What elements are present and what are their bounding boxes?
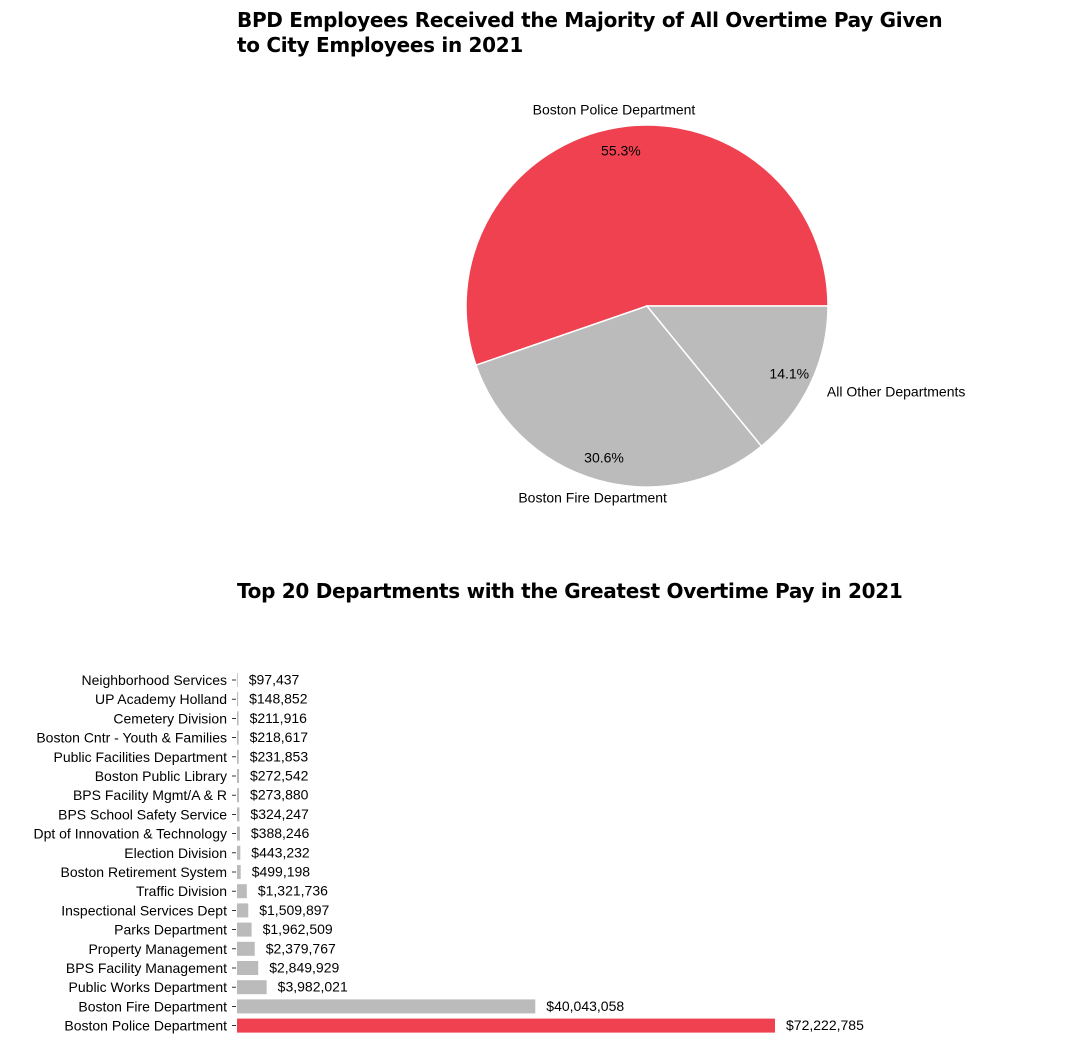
pie-slice [474, 305, 763, 488]
bar [237, 922, 252, 937]
bar-value-label: $388,246 [251, 825, 310, 841]
y-tick-label: BPS Facility Mgmt/A & R [73, 787, 227, 803]
pie-percent-label: 14.1% [769, 365, 809, 381]
bar [237, 999, 536, 1014]
bar [237, 807, 240, 822]
bar [237, 884, 247, 899]
y-tick-label: BPS Facility Management [66, 960, 227, 976]
bar [237, 865, 241, 879]
bar-value-label: $2,379,767 [266, 940, 336, 956]
y-tick-label: Neighborhood Services [81, 672, 227, 688]
pie-chart-title: BPD Employees Received the Majority of A… [237, 8, 943, 57]
y-tick-label: BPS School Safety Service [58, 806, 227, 822]
bar-value-label: $1,321,736 [258, 883, 328, 899]
y-tick-label: Public Facilities Department [53, 749, 227, 765]
bar [237, 1018, 775, 1033]
pie-percent-label: 55.3% [601, 143, 641, 159]
y-tick-label: Inspectional Services Dept [61, 902, 227, 918]
bar-value-label: $272,542 [250, 768, 309, 784]
bar [237, 941, 255, 956]
y-tick-label: Public Works Department [69, 979, 228, 995]
y-tick-label: Traffic Division [136, 883, 227, 899]
y-tick-label: UP Academy Holland [95, 691, 227, 707]
bar [237, 903, 249, 918]
bar-chart-title: Top 20 Departments with the Greatest Ove… [237, 579, 903, 603]
pie-slice [465, 124, 829, 367]
bar-value-label: $1,962,509 [263, 921, 333, 937]
bar-value-label: $148,852 [249, 691, 308, 707]
bar-value-label: $97,437 [249, 672, 300, 688]
y-tick-label: Cemetery Division [113, 710, 227, 726]
bar-value-label: $211,916 [250, 710, 308, 726]
y-tick-label: Election Division [124, 845, 227, 861]
bar-value-label: $72,222,785 [786, 1017, 864, 1033]
bar-value-label: $443,232 [251, 844, 310, 860]
bar [237, 769, 240, 783]
bar [237, 845, 241, 860]
bar [237, 692, 239, 707]
pie-slice-label: Boston Fire Department [518, 490, 667, 506]
y-tick-label: Boston Police Department [64, 1018, 227, 1034]
bar [237, 980, 267, 995]
y-tick-label: Boston Fire Department [78, 998, 227, 1014]
bar-value-label: $231,853 [250, 748, 309, 764]
bar [237, 749, 239, 764]
bar-value-label: $273,880 [250, 787, 309, 803]
bar [237, 711, 239, 726]
y-tick-label: Property Management [88, 941, 227, 957]
bar [237, 826, 240, 841]
y-tick-label: Dpt of Innovation & Technology [33, 826, 227, 842]
pie-percent-label: 30.6% [584, 449, 624, 465]
bar-value-label: $40,043,058 [546, 998, 624, 1014]
bar [237, 788, 240, 803]
bar-value-label: $324,247 [250, 806, 309, 822]
y-tick-label: Boston Cntr - Youth & Families [36, 730, 227, 746]
bar-value-label: $3,982,021 [278, 979, 348, 995]
bar-value-label: $218,617 [250, 729, 309, 745]
bar [237, 673, 238, 687]
y-tick-label: Boston Public Library [95, 768, 227, 784]
bar-value-label: $2,849,929 [269, 960, 339, 976]
pie-chart: 55.3% Boston Police Department 30.6% Boston… [465, 102, 966, 506]
bar-value-label: $1,509,897 [259, 902, 329, 918]
bar [237, 730, 239, 745]
bar-value-label: $499,198 [252, 864, 311, 880]
pie-slice-label: All Other Departments [827, 383, 966, 399]
y-tick-label: Boston Retirement System [60, 864, 227, 880]
y-tick-label: Parks Department [114, 922, 227, 938]
pie-slice [645, 305, 829, 448]
pie-slice-label: Boston Police Department [533, 102, 696, 118]
bar [237, 961, 259, 975]
